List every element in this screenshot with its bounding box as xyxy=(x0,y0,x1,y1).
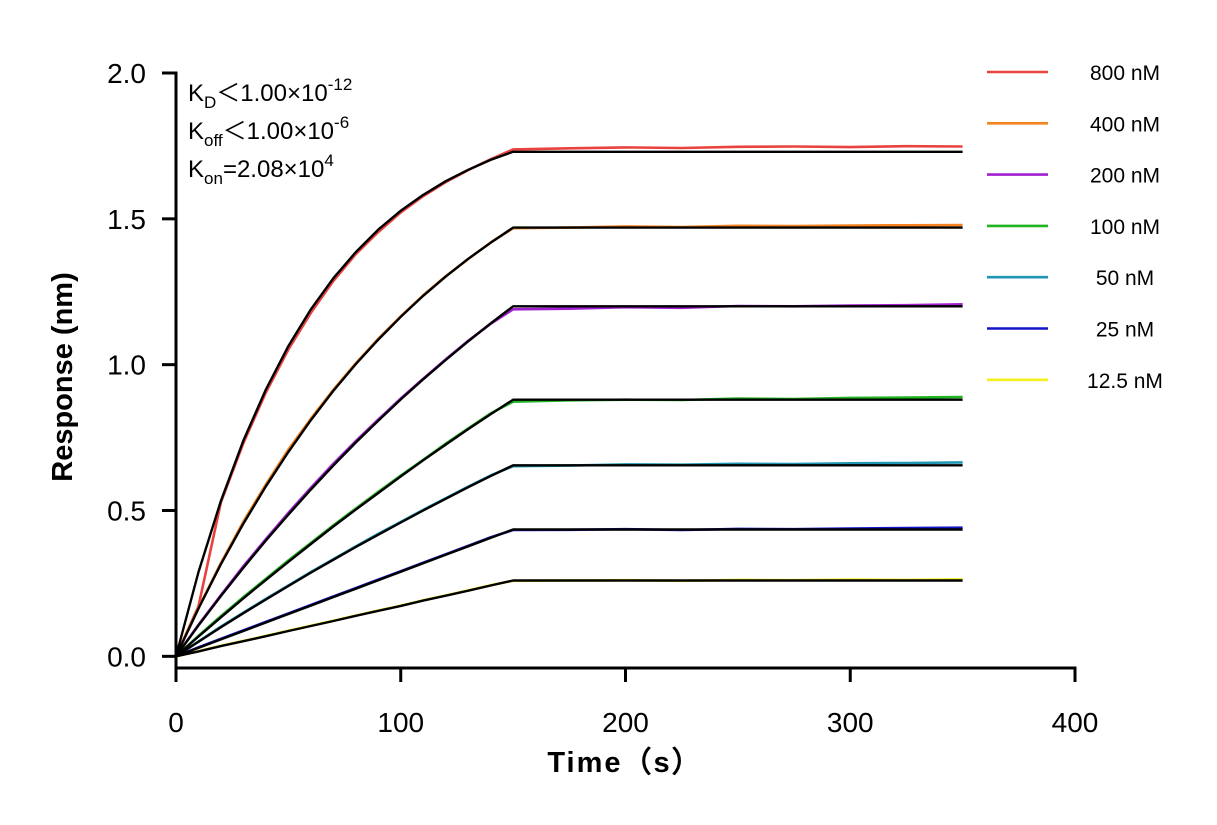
legend-label: 50 nM xyxy=(1096,267,1154,290)
fit-line xyxy=(175,579,963,658)
legend-label: 200 nM xyxy=(1090,165,1160,188)
annotation-main: K xyxy=(188,118,204,145)
fit-line xyxy=(175,398,963,658)
annotation-sup: -6 xyxy=(334,113,349,132)
legend-label: 25 nM xyxy=(1096,319,1154,342)
legend-label: 100 nM xyxy=(1090,216,1160,239)
y-tick-label: 0.0 xyxy=(107,641,146,672)
annotation-text: ＜1.00×10 xyxy=(216,80,327,107)
y-tick-label: 1.5 xyxy=(107,204,146,235)
x-tick-label: 400 xyxy=(1052,707,1099,738)
annotation-main: K xyxy=(188,156,204,183)
annotation: Koff＜1.00×10-6 xyxy=(188,113,349,150)
x-tick-label: 200 xyxy=(602,707,649,738)
data-line xyxy=(175,395,963,658)
annotation-sub: D xyxy=(204,93,216,112)
annotation-sup: -12 xyxy=(328,75,353,94)
annotation-main: K xyxy=(188,80,204,107)
data-line xyxy=(174,303,963,658)
y-tick-label: 2.0 xyxy=(107,58,146,89)
legend-label: 400 nM xyxy=(1090,113,1160,136)
data-line xyxy=(175,526,963,658)
data-line xyxy=(174,223,963,657)
legend-label: 800 nM xyxy=(1090,62,1160,85)
annotation-text: ＜1.00×10 xyxy=(223,118,334,145)
y-axis-title: Response (nm) xyxy=(47,272,79,481)
x-axis-title: Time（s） xyxy=(547,746,702,779)
fit-line xyxy=(174,226,963,657)
annotation-sub: off xyxy=(204,131,223,150)
x-tick-label: 300 xyxy=(827,707,874,738)
annotation-sub: on xyxy=(204,169,223,188)
x-tick-label: 100 xyxy=(377,707,424,738)
y-tick-label: 1.0 xyxy=(107,350,146,381)
fit-line xyxy=(175,464,963,658)
x-tick-label: 0 xyxy=(168,707,184,738)
annotation-sup: 4 xyxy=(324,151,333,170)
data-line xyxy=(175,578,963,658)
y-tick-label: 0.5 xyxy=(107,496,146,527)
fit-line xyxy=(175,528,963,658)
fit-line xyxy=(174,150,963,657)
legend-label: 12.5 nM xyxy=(1087,370,1163,393)
fit-line xyxy=(175,305,963,658)
annotation-text: =2.08×10 xyxy=(223,156,324,183)
data-line xyxy=(175,461,963,658)
annotation: KD＜1.00×10-12 xyxy=(188,75,352,112)
annotation: Kon=2.08×104 xyxy=(188,151,334,188)
